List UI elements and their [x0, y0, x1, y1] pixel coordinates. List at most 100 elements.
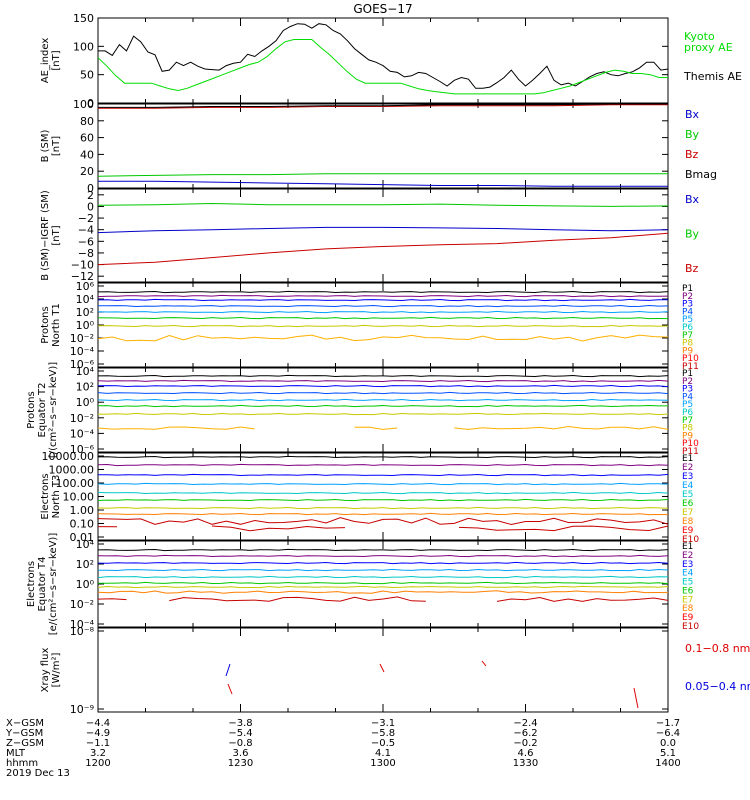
y-tick-label: 10⁻² [70, 412, 94, 425]
y-tick-label: 100 [73, 40, 94, 53]
channel-label: P8 [682, 424, 693, 434]
channel-label: E7 [682, 595, 693, 605]
channel-label: P3 [682, 300, 693, 310]
ephemeris-value: −4.4 [86, 718, 110, 729]
y-tick-label: 80 [80, 115, 94, 128]
xray-flux-segment [633, 687, 639, 709]
channel-trace [97, 404, 668, 408]
channel-label: E8 [682, 517, 694, 527]
channel-trace [98, 473, 669, 477]
ephemeris-row-label: MLT [6, 748, 26, 759]
y-axis-label: Xray flux[W/m²] [40, 648, 62, 693]
ephemeris-value: −3.1 [371, 718, 395, 729]
xray-flux-segment [379, 663, 385, 673]
y-axis-label-line: [e/(cm²−s−sr−keV)] [48, 533, 59, 636]
ephemeris-value: 5.1 [660, 748, 676, 759]
channel-trace [97, 374, 669, 378]
y-tick-label: 0.01 [70, 531, 95, 544]
channel-trace [97, 525, 669, 532]
channel-label: P10 [682, 439, 699, 449]
channel-trace [97, 425, 669, 430]
channel-trace [97, 554, 669, 558]
channel-label: P1 [682, 369, 693, 379]
y-axis-label: B (SM)−IGRF (SM)[nT] [40, 190, 62, 281]
y-tick-label: 10⁻² [70, 598, 94, 611]
channel-label: E6 [682, 586, 694, 596]
channel-label: P9 [682, 431, 693, 441]
legend-entry: By [685, 128, 700, 141]
channel-label: E10 [682, 622, 699, 632]
channel-label: P4 [682, 392, 693, 402]
y-axis-label-line: Electrons [26, 561, 37, 607]
channel-trace [97, 585, 669, 589]
y-tick-label: 10² [76, 306, 94, 319]
y-axis-label-line: [nT] [51, 50, 62, 70]
series-line-bz [98, 104, 668, 109]
y-tick-label: −8 [78, 247, 94, 260]
legend-entry: By [685, 228, 700, 241]
ephemeris-value: 1200 [85, 758, 110, 769]
panel-frame [97, 188, 669, 283]
y-axis-label-line: Equator T2 [37, 383, 48, 438]
channel-label: P10 [682, 354, 699, 364]
channel-label: P2 [682, 377, 693, 387]
channel-label: E5 [682, 578, 693, 588]
series-line-bx [97, 226, 669, 234]
channel-label: E5 [682, 490, 693, 500]
ephemeris-value: −1.1 [86, 738, 110, 749]
y-tick-label: 1.00 [70, 504, 95, 517]
channel-trace [97, 334, 669, 342]
y-tick-label: −6 [78, 235, 94, 248]
ephemeris-value: −4.9 [86, 728, 110, 739]
y-tick-label: 0 [87, 97, 94, 110]
y-tick-label: 50 [80, 69, 94, 82]
channel-label: P11 [682, 362, 699, 372]
y-tick-label: 10000.00 [42, 450, 95, 463]
ephemeris-value: 3.2 [90, 748, 106, 759]
legend-entry: Bmag [685, 168, 717, 181]
y-tick-label: 10⁻⁶ [70, 358, 95, 371]
channel-label: E1 [682, 454, 693, 464]
legend-entry: 0.05−0.4 nm [685, 680, 750, 693]
channel-label: E2 [682, 551, 693, 561]
y-tick-label: 10⁻⁹ [70, 703, 94, 716]
channel-trace [97, 412, 669, 416]
ephemeris-value: −5.8 [371, 728, 395, 739]
y-tick-label: 0.10 [70, 518, 95, 531]
y-tick-label: 100 [73, 98, 94, 111]
ephemeris-value: −2.4 [513, 718, 537, 729]
legend-entry: 0.1−0.8 nm [685, 642, 750, 655]
y-axis-label-line: Electrons [40, 473, 51, 519]
panel-b_sm: B (SM)[nT] 0 20 40 60 80 100 Bx By Bz Bmag [40, 98, 717, 195]
y-tick-label: 10⁴ [76, 293, 95, 306]
y-tick-label: 10⁴ [76, 538, 95, 551]
y-axis-label-line: B (SM)−IGRF (SM) [40, 190, 51, 281]
channel-trace [97, 294, 669, 298]
channel-trace [97, 379, 669, 383]
channel-trace [97, 512, 669, 516]
chart-title: GOES−17 [353, 2, 412, 16]
channel-trace [97, 590, 669, 594]
channel-trace [97, 517, 669, 526]
channel-label: P2 [682, 292, 693, 302]
panel-xray: Xray flux[W/m²] 10⁻⁸ 10⁻⁹ 0.1−0.8 nm 0.05−0.… [40, 625, 750, 716]
legend-entry: Kyoto [684, 30, 715, 43]
y-axis-label-line: [W/m²] [51, 652, 62, 687]
ephemeris-value: 1300 [370, 758, 395, 769]
y-tick-label: 10⁰ [76, 578, 95, 591]
channel-label: E7 [682, 508, 693, 518]
xray-flux-segment [481, 660, 487, 667]
channel-label: E9 [682, 526, 694, 536]
y-axis-label-line: North T3 [51, 475, 62, 519]
channel-trace [97, 310, 669, 314]
ephemeris-value: −0.5 [371, 738, 395, 749]
channel-trace [97, 304, 669, 308]
channel-label: P6 [682, 323, 693, 333]
ephemeris-value: 4.1 [375, 748, 391, 759]
y-axis-label-line: Xray flux [40, 648, 51, 693]
ephemeris-value: 1330 [513, 758, 538, 769]
legend-entry: Bz [685, 148, 699, 161]
ephemeris-value: −6.2 [513, 728, 537, 739]
